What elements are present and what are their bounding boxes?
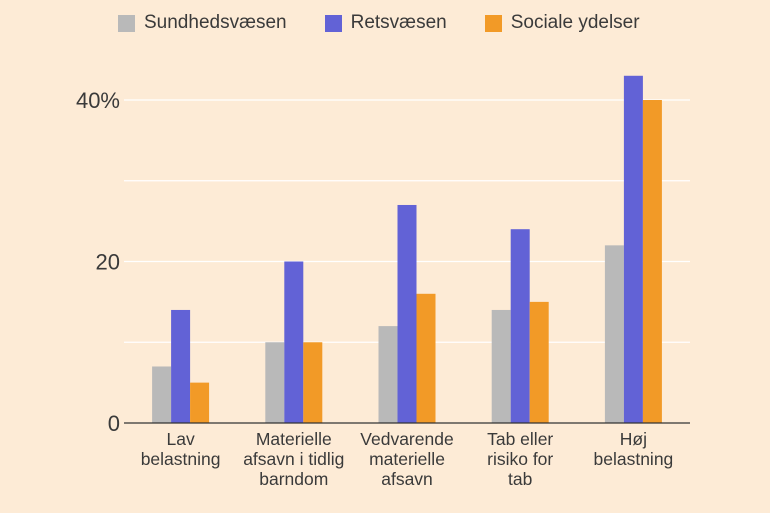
x-tick-label-line: belastning xyxy=(141,449,221,469)
legend-label: Retsvæsen xyxy=(350,12,447,33)
bar xyxy=(416,293,436,423)
y-tick-label: 40% xyxy=(76,88,120,113)
x-tick-label-line: risiko for xyxy=(487,449,553,469)
x-tick-label-line: Høj xyxy=(620,429,647,449)
bar xyxy=(623,75,643,424)
y-tick-label: 0 xyxy=(108,411,120,436)
bar xyxy=(303,342,323,423)
x-tick-label: Vedvarende materielle afsavn xyxy=(360,429,453,489)
legend-item: Retsvæsen xyxy=(324,12,447,34)
x-tick-label: Høj belastning xyxy=(594,429,674,469)
bar xyxy=(265,342,285,423)
x-tick-label: Tab eller risiko for tab xyxy=(487,429,553,489)
bar xyxy=(642,100,662,423)
bar xyxy=(491,309,511,423)
bar xyxy=(397,204,417,423)
x-tick-label-line: Vedvarende xyxy=(360,429,453,449)
y-tick-label: 20 xyxy=(96,250,120,275)
x-tick-label: Materielle afsavn i tidlig barndom xyxy=(243,429,344,489)
legend-item: Sociale ydelser xyxy=(484,12,640,34)
bar xyxy=(190,382,210,423)
legend-label: Sociale ydelser xyxy=(510,12,640,33)
bar xyxy=(604,245,624,423)
x-tick-label-line: belastning xyxy=(594,449,674,469)
x-tick-label-line: Tab eller xyxy=(487,429,553,449)
legend-item: Sundhedsvæsen xyxy=(118,12,287,34)
legend-swatch xyxy=(324,14,342,32)
legend: Sundhedsvæsen Retsvæsen Sociale ydelser xyxy=(118,12,678,34)
bar xyxy=(284,261,304,423)
legend-swatch xyxy=(118,14,135,32)
bar xyxy=(378,326,398,423)
x-tick-label-line: materielle xyxy=(369,449,445,469)
x-tick-label-line: afsavn xyxy=(381,469,433,489)
bar xyxy=(171,309,191,423)
x-tick-label-line: barndom xyxy=(259,469,328,489)
legend-label: Sundhedsvæsen xyxy=(144,12,287,33)
bar xyxy=(529,301,549,423)
x-tick-label-line: Lav xyxy=(166,429,194,449)
x-tick-label-line: Materielle xyxy=(256,429,332,449)
x-tick-label-line: tab xyxy=(508,469,532,489)
legend-swatch xyxy=(484,14,502,32)
bar xyxy=(510,229,530,423)
x-tick-label-line: afsavn i tidlig xyxy=(243,449,344,469)
x-tick-label: Lav belastning xyxy=(141,429,221,469)
bar xyxy=(152,366,172,423)
